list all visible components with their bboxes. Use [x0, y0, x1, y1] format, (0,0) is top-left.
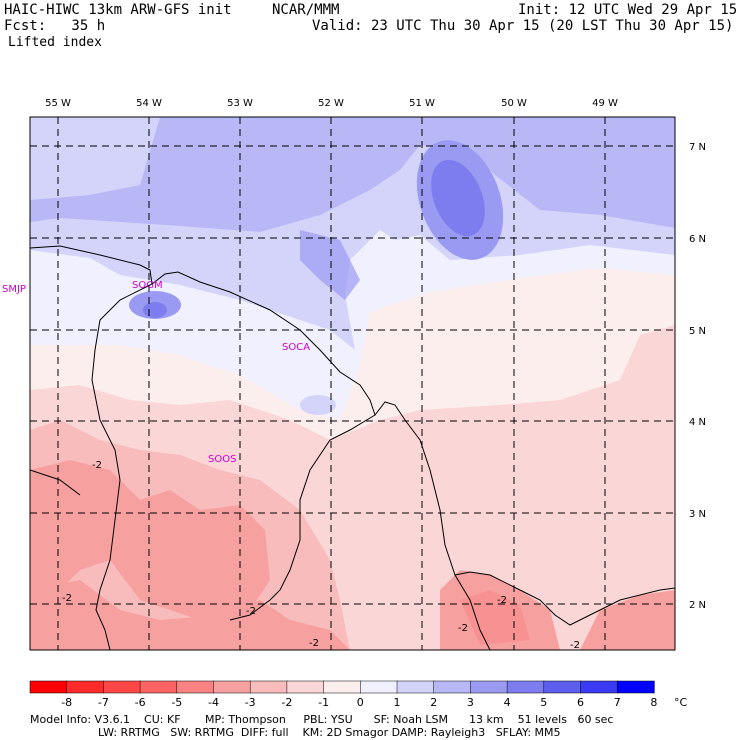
- plot-frame: [29, 116, 676, 651]
- contour-label: -2: [309, 638, 319, 649]
- colorbar-label: -7: [98, 696, 109, 709]
- colorbar-label: 2: [430, 696, 437, 709]
- colorbar-swatch: [176, 680, 215, 694]
- lat-label: 3 N: [689, 509, 706, 520]
- colorbar-swatch: [286, 680, 325, 694]
- colorbar-label: 8: [650, 696, 657, 709]
- init-time: Init: 12 UTC Wed 29 Apr 15: [518, 2, 738, 18]
- colorbar-unit: °C: [674, 696, 688, 709]
- colorbar-label: -5: [171, 696, 182, 709]
- lon-axis: 55 W 54 W 53 W 52 W 51 W 50 W 49 W: [45, 98, 618, 109]
- colorbar-label: 4: [504, 696, 511, 709]
- contour-label: -2: [497, 595, 507, 606]
- colorbar-swatch: [433, 680, 472, 694]
- colorbar-swatch: [66, 680, 105, 694]
- model-info-line2: LW: RRTMG SW: RRTMG DIFF: full KM: 2D Sm…: [98, 726, 561, 739]
- contour-label: -2: [458, 623, 468, 634]
- forecast-hour: Fcst: 35 h: [4, 18, 106, 34]
- contour-label: -2: [62, 593, 72, 604]
- color-bar: -8 -7 -6 -5 -4 -3 -2 -1 0 1 2 3 4 5 6 7 8: [29, 680, 657, 709]
- station-soos: SOOS: [208, 454, 236, 465]
- colorbar-swatch: [470, 680, 508, 694]
- lat-axis: 7 N 6 N 5 N 4 N 3 N 2 N: [689, 142, 706, 611]
- colorbar-swatch: [249, 680, 288, 694]
- lon-label: 52 W: [318, 98, 344, 109]
- lon-label: 55 W: [45, 98, 71, 109]
- coastline: [30, 245, 675, 650]
- lat-lon-grid: [30, 117, 675, 650]
- colorbar-label: 7: [614, 696, 621, 709]
- colorbar-swatch: [323, 680, 362, 694]
- colorbar-swatch: [360, 680, 398, 694]
- colorbar-swatch: [29, 680, 68, 694]
- colorbar-swatch: [543, 680, 582, 694]
- colorbar-swatch: [506, 680, 545, 694]
- colorbar-label: -6: [135, 696, 146, 709]
- colorbar-label: -2: [281, 696, 292, 709]
- contour-labels: -2 -2 -2 -2 -2 -2 -2: [62, 460, 580, 651]
- colorbar-label: 1: [394, 696, 401, 709]
- lat-label: 2 N: [689, 600, 706, 611]
- lat-label: 4 N: [689, 417, 706, 428]
- lat-label: 6 N: [689, 234, 706, 245]
- contour-label: -2: [570, 640, 580, 651]
- organization: NCAR/MMM: [272, 2, 340, 18]
- contour-label: -2: [246, 606, 256, 617]
- colorbar-label: 0: [357, 696, 364, 709]
- colorbar-label: -4: [208, 696, 219, 709]
- lon-label: 51 W: [409, 98, 435, 109]
- lon-label: 54 W: [136, 98, 162, 109]
- colorbar-swatch: [396, 680, 435, 694]
- colorbar-label: -8: [61, 696, 72, 709]
- station-soca: SOCA: [282, 342, 310, 353]
- colorbar-swatch: [213, 680, 251, 694]
- colorbar-label: 5: [540, 696, 547, 709]
- station-labels: SMJP SOGM SOCA SOOS: [2, 280, 310, 465]
- lat-label: 7 N: [689, 142, 706, 153]
- lat-label: 5 N: [689, 326, 706, 337]
- model-title: HAIC-HIWC 13km ARW-GFS init: [4, 2, 232, 18]
- lon-label: 53 W: [227, 98, 253, 109]
- valid-time: Valid: 23 UTC Thu 30 Apr 15 (20 LST Thu …: [312, 18, 734, 34]
- lifted-index-field: [30, 117, 675, 650]
- colorbar-label: -1: [318, 696, 329, 709]
- station-smjp: SMJP: [2, 284, 26, 295]
- station-sogm: SOGM: [132, 280, 163, 291]
- contour-label: -2: [92, 460, 102, 471]
- colorbar-swatch: [616, 680, 655, 694]
- lon-label: 50 W: [501, 98, 527, 109]
- field-name: Lifted index: [8, 35, 102, 50]
- colorbar-swatch: [580, 680, 618, 694]
- model-info-line1: Model Info: V3.6.1 CU: KF MP: Thompson P…: [30, 713, 614, 726]
- lon-label: 49 W: [592, 98, 618, 109]
- colorbar-label: 3: [467, 696, 474, 709]
- colorbar-label: 6: [577, 696, 584, 709]
- colorbar-swatch: [103, 680, 141, 694]
- colorbar-label: -3: [245, 696, 256, 709]
- colorbar-swatch: [139, 680, 178, 694]
